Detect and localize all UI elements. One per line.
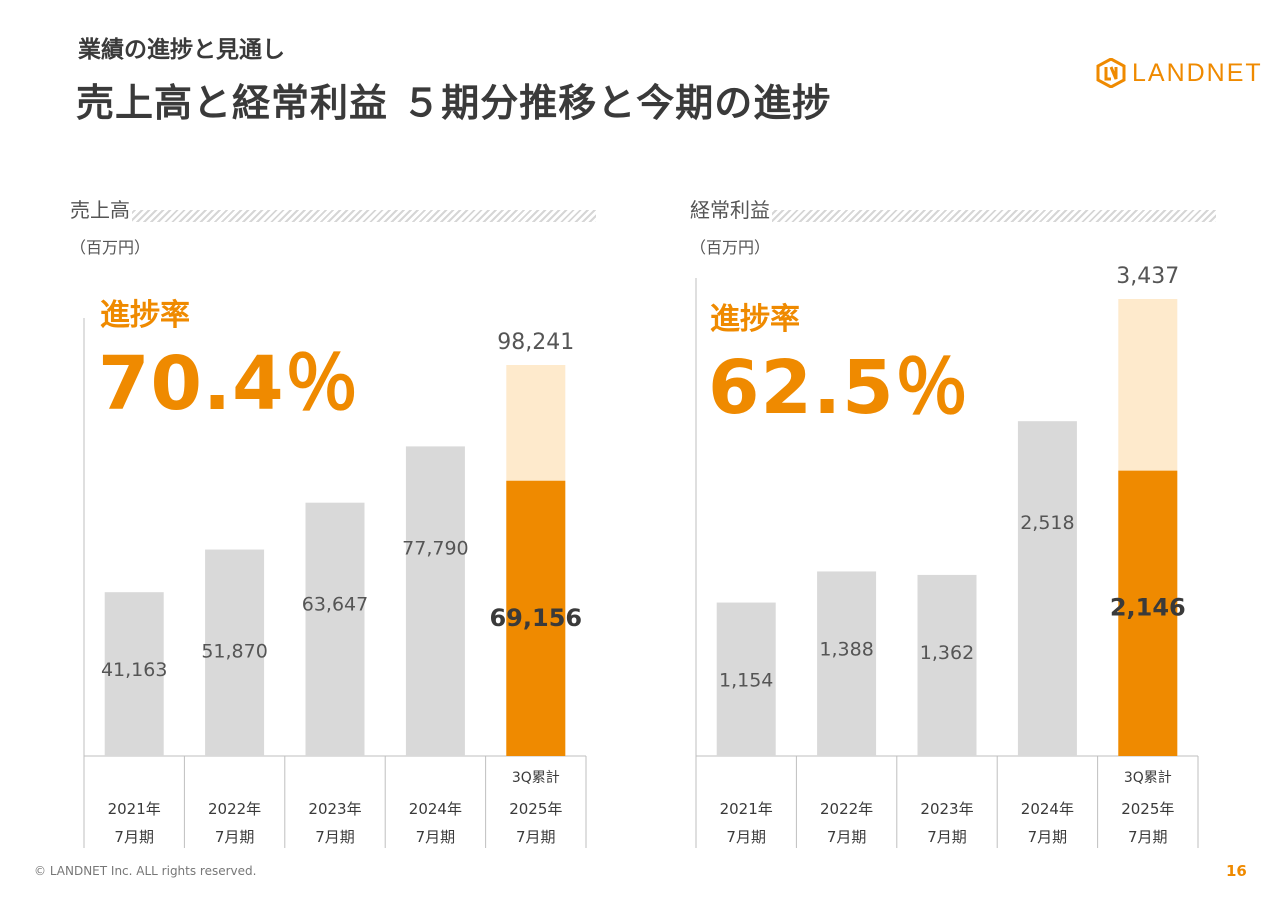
current-bar (506, 480, 566, 756)
category-label: 2022年 (820, 800, 873, 818)
page-title: 売上高と経常利益 ５期分推移と今期の進捗 (76, 81, 832, 125)
value-label: 2,146 (1110, 594, 1186, 622)
category-label: 7月期 (315, 828, 355, 846)
value-label: 77,790 (402, 537, 468, 559)
category-label: 2022年 (208, 800, 261, 818)
category-label: 2024年 (1021, 800, 1074, 818)
bar (917, 574, 977, 756)
category-prefix-label: 3Q累計 (1124, 770, 1172, 786)
category-label: 2023年 (308, 800, 361, 818)
category-label: 2025年 (1121, 800, 1174, 818)
bar (405, 446, 465, 756)
category-label: 7月期 (215, 828, 255, 846)
chart-title: 売上高 (70, 194, 132, 223)
category-label: 7月期 (726, 828, 766, 846)
value-label: 1,388 (819, 638, 873, 660)
copyright: © LANDNET Inc. ALL rights reserved. (34, 864, 257, 878)
bar (305, 502, 365, 756)
chart-unit: （百万円） (70, 238, 151, 257)
page-number: 16 (1226, 862, 1247, 880)
category-label: 2021年 (720, 800, 773, 818)
forecast-label: 3,437 (1116, 264, 1179, 289)
category-label: 2025年 (509, 800, 562, 818)
category-label: 7月期 (416, 828, 456, 846)
category-label: 7月期 (516, 828, 556, 846)
value-label: 1,154 (719, 670, 773, 692)
chart-title: 経常利益 (690, 194, 772, 223)
value-label: 69,156 (489, 604, 582, 632)
page-subtitle: 業績の進捗と見通し (78, 37, 285, 63)
bar (104, 592, 164, 756)
progress-value: 62.5％ (708, 345, 970, 431)
category-label: 7月期 (827, 828, 867, 846)
value-label: 41,163 (101, 659, 167, 681)
value-label: 51,870 (201, 641, 267, 663)
category-label: 2024年 (409, 800, 462, 818)
category-label: 7月期 (1028, 828, 1068, 846)
value-label: 2,518 (1020, 512, 1074, 534)
logo-text: LANDNET (1132, 58, 1263, 87)
current-bar (1118, 470, 1178, 756)
heading-stripe (70, 210, 596, 222)
progress-value: 70.4％ (98, 341, 360, 427)
landnet-logo-icon (1096, 58, 1126, 88)
progress-label: 進捗率 (100, 298, 190, 333)
chart-heading: 売上高 (70, 190, 596, 223)
heading-stripe (690, 210, 1216, 222)
category-label: 7月期 (1128, 828, 1168, 846)
category-label: 7月期 (114, 828, 154, 846)
bar (716, 602, 776, 756)
bar (205, 549, 265, 756)
bar (817, 571, 877, 756)
ordinary-profit-bar-chart: 1,154 2021年 7月期 1,388 2022年 7月期 1,362 2023年 7月期 2… (695, 264, 1199, 848)
chart-heading: 経常利益 (690, 190, 1216, 223)
category-prefix-label: 3Q累計 (512, 770, 560, 786)
value-label: 63,647 (302, 594, 368, 616)
chart-unit: （百万円） (690, 238, 771, 257)
category-label: 2021年 (108, 800, 161, 818)
sales-chart-panel: 売上高 （百万円） 進捗率 70.4％ 41,163 2021年 7月期 51,870… (70, 190, 600, 850)
forecast-label: 98,241 (497, 330, 574, 355)
ordinary-profit-chart-panel: 経常利益 （百万円） 進捗率 62.5％ 1,154 2021年 7月期 1,388 2… (690, 190, 1220, 850)
category-label: 7月期 (927, 828, 967, 846)
category-label: 2023年 (920, 800, 973, 818)
sales-bar-chart: 41,163 2021年 7月期 51,870 2022年 7月期 63,647 2023年 7… (83, 318, 587, 848)
value-label: 1,362 (920, 642, 974, 664)
progress-label: 進捗率 (710, 302, 800, 337)
bar (1017, 421, 1077, 756)
landnet-logo: LANDNET (1096, 56, 1263, 90)
